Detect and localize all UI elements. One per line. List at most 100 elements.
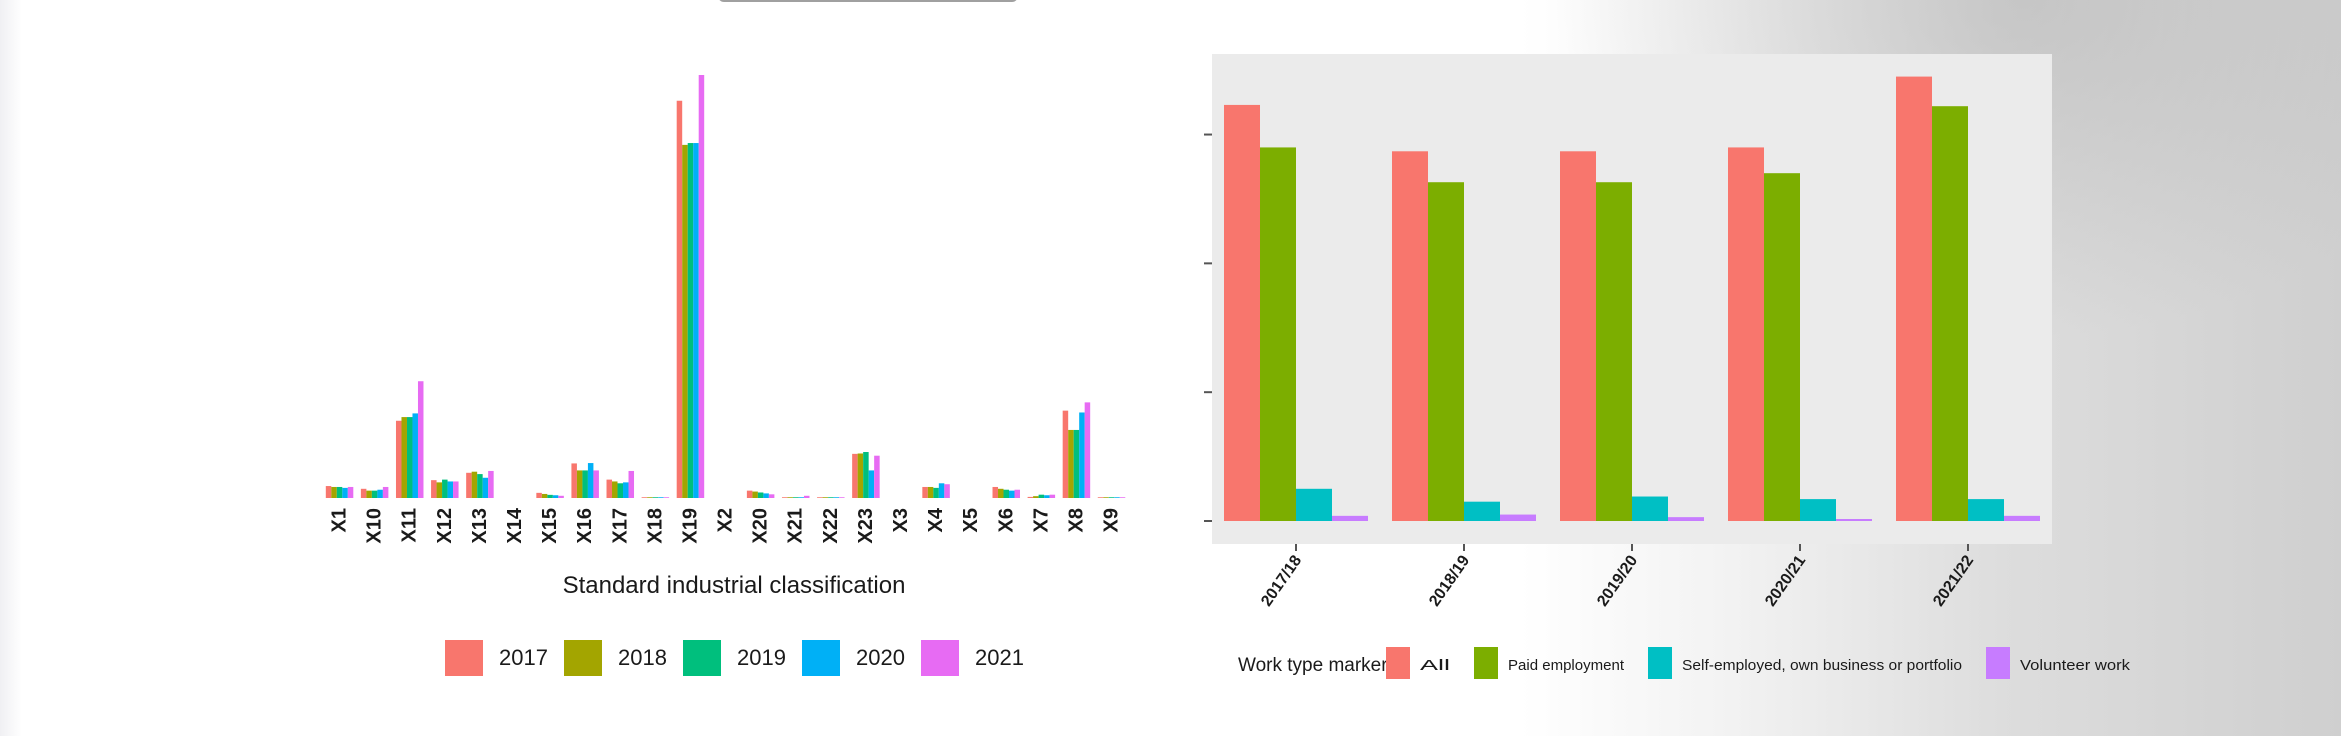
industry-bar-X13-2020 [482,477,489,498]
industry-bar-X13-2017 [466,472,472,498]
industry-bar-X8-2017 [1062,410,1069,498]
industry-bar-X10-2021 [382,486,389,498]
industry-bar-X21-2018 [787,497,793,498]
work-type-legend-swatch-0 [1386,647,1410,679]
industry-bar-X21-2021 [803,495,810,498]
industry-bar-X11-2021 [417,381,424,498]
industry-bar-X15-2020 [552,495,559,498]
industry-bar-X8-2019 [1073,429,1080,498]
work-type-bar-2017/18-Volunteer work [1332,515,1368,521]
industry-legend-swatch-2020 [802,640,840,676]
industry-bar-X4-2018 [927,486,934,498]
industry-bar-X15-2018 [541,493,548,498]
industry-bar-X12-2021 [453,481,459,498]
work-type-tick-2021/22: 2021/22 [1930,552,1977,609]
industry-legend-label-2017: 2017 [499,645,548,670]
industry-bars [325,75,1126,499]
industry-tick-X14: X14 [504,507,526,543]
industry-bar-X15-2019 [547,494,553,498]
work-type-legend-label-2: Self-employed, own business or portfolio [1682,657,1962,674]
work-type-bar-2021/22-Self-employed, own business or portfolio [1968,499,2004,521]
industry-bar-X16-2021 [593,470,599,498]
industry-bar-X21-2019 [792,497,799,498]
industry-legend-label-2018: 2018 [618,645,667,670]
industry-tick-X23: X23 [855,508,877,544]
industry-bar-X7-2018 [1033,496,1039,498]
industry-legend-swatch-2017 [445,640,483,676]
industry-tick-X15: X15 [539,508,561,544]
industry-tick-X13: X13 [469,508,491,544]
work-type-bar-2017/18-All [1224,104,1260,522]
industry-tick-X3: X3 [890,508,912,532]
industry-tick-X17: X17 [609,508,631,544]
industry-bar-X1-2021 [347,486,354,498]
industry-bar-X7-2021 [1049,494,1056,498]
work-type-legend-label-3: Volunteer work [2020,657,2131,674]
industry-bar-X23-2018 [857,453,864,498]
industry-bar-X17-2017 [606,479,613,498]
industry-bar-X10-2020 [377,489,383,498]
industry-tick-X21: X21 [785,508,807,544]
work-type-bar-2019/20-All [1560,151,1596,522]
industry-bar-X22-2021 [839,497,845,498]
work-type-legend-title: Work type marker [1238,655,1388,676]
work-type-bar-2018/19-Volunteer work [1500,514,1536,521]
industry-bar-X18-2020 [658,497,664,498]
industry-bar-X1-2020 [342,487,348,498]
industry-bar-X6-2019 [1003,489,1010,498]
industry-tick-X19: X19 [679,508,701,544]
work-type-bar-2019/20-Self-employed, own business or portfolio [1632,496,1668,521]
industry-tick-X20: X20 [750,508,772,544]
work-type-bar-2020/21-Paid employment [1764,173,1800,521]
work-type-x-tick-labels: 2017/18 2018/19 2019/20 2020/21 2021/22 [1258,544,1977,610]
industry-legend-label-2020: 2020 [856,645,905,670]
industry-tick-X22: X22 [820,508,842,544]
industry-tick-X16: X16 [574,508,596,544]
industry-bar-X12-2017 [431,480,437,498]
work-type-bar-2020/21-Volunteer work [1836,519,1872,521]
industry-tick-X10: X10 [364,508,386,544]
work-type-bar-2021/22-Paid employment [1932,106,1968,521]
industry-bar-X9-2019 [1108,497,1115,498]
industry-bar-X20-2017 [746,490,753,498]
industry-bar-X11-2019 [406,417,413,498]
industry-bar-X22-2019 [828,497,834,498]
work-type-legend-label-1: Paid employment [1508,657,1625,674]
work-type-tick-2020/21: 2020/21 [1762,552,1809,609]
industry-bar-X20-2019 [757,492,764,498]
work-type-legend-swatch-1 [1474,647,1498,679]
industry-bar-X9-2020 [1114,497,1120,498]
industry-bar-X22-2020 [833,497,840,498]
industry-bar-X23-2020 [868,470,875,498]
industry-bar-X22-2017 [817,497,823,498]
industry-bar-X18-2018 [647,497,653,498]
industry-bar-X10-2019 [371,490,378,498]
work-type-bars [1224,76,2040,522]
work-type-y-ticks [1204,133,1212,522]
industry-x-axis-label: Standard industrial classification [563,572,906,599]
industry-bar-chart: X1 X10 X11 X12 X13 X14 X15 X16 X17 X18 X19 X2 X20 X21… [325,75,1126,676]
industry-bar-X4-2021 [944,484,950,498]
industry-bar-X20-2018 [752,491,758,498]
industry-tick-X4: X4 [925,507,947,532]
industry-tick-X5: X5 [960,508,982,532]
industry-bar-X19-2021 [698,75,705,498]
work-type-tick-2018/19: 2018/19 [1426,552,1473,609]
work-type-tick-2019/20: 2019/20 [1594,552,1641,609]
industry-bar-X12-2018 [436,482,443,498]
industry-bar-X8-2018 [1068,429,1074,498]
industry-bar-X12-2019 [442,479,448,498]
industry-bar-X6-2020 [1009,490,1015,498]
work-type-bar-2018/19-Paid employment [1428,182,1464,521]
industry-bar-X23-2019 [863,452,869,498]
industry-bar-X10-2018 [366,490,372,498]
work-type-bar-2020/21-Self-employed, own business or portfolio [1800,499,1836,521]
industry-bar-X23-2017 [852,453,858,498]
work-type-bar-2018/19-All [1392,151,1428,522]
industry-bar-X16-2020 [587,463,594,498]
industry-bar-X11-2018 [401,417,407,498]
industry-bar-X7-2020 [1044,495,1050,498]
industry-legend-label-2021: 2021 [975,645,1024,670]
industry-bar-X22-2018 [822,497,829,498]
work-type-bar-2021/22-All [1896,76,1932,521]
